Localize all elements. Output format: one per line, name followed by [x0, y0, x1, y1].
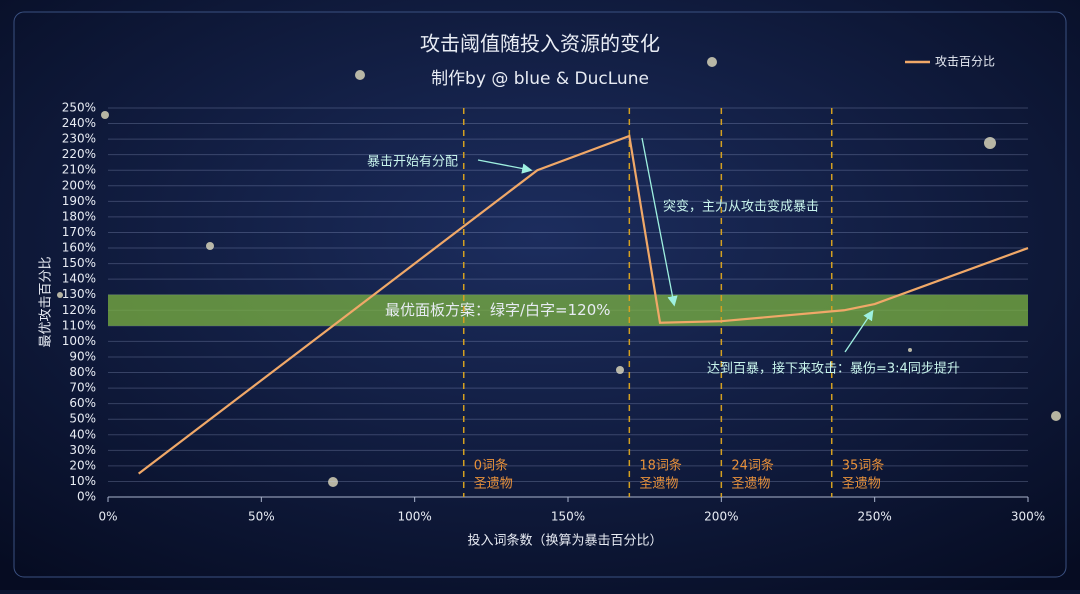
y-tick-label: 10%	[69, 474, 96, 488]
y-tick-label: 200%	[62, 178, 96, 192]
stage-label: 18词条	[639, 458, 682, 474]
stage-label: 24词条	[731, 458, 774, 474]
y-tick-label: 90%	[69, 349, 96, 363]
y-tick-label: 100%	[62, 334, 96, 348]
annotation-arrow	[477, 159, 533, 174]
y-tick-label: 60%	[69, 396, 96, 410]
stars	[57, 57, 1061, 487]
y-tick-label: 120%	[62, 303, 96, 317]
legend-label: 攻击百分比	[935, 55, 995, 69]
x-tick-label: 300%	[1011, 510, 1045, 524]
x-tick-label: 250%	[858, 510, 892, 524]
annotation: 达到百暴，接下来攻击：暴伤=3:4同步提升	[707, 361, 960, 377]
annotation: 突变，主力从攻击变成暴击	[663, 199, 819, 215]
y-tick-label: 210%	[62, 163, 96, 177]
y-tick-label: 20%	[69, 458, 96, 472]
y-axis-title: 最优攻击百分比	[39, 256, 54, 347]
y-tick-label: 160%	[62, 241, 96, 255]
y-tick-label: 30%	[69, 443, 96, 457]
panel	[13, 11, 1067, 578]
band-label: 最优面板方案：绿字/白字=120%	[385, 301, 611, 319]
y-tick-label: 110%	[62, 318, 96, 332]
stage-label: 0词条	[474, 458, 508, 474]
y-tick-label: 170%	[62, 225, 96, 239]
y-tick-label: 150%	[62, 256, 96, 270]
y-tick-label: 220%	[62, 147, 96, 161]
x-tick-label: 0%	[98, 510, 117, 524]
y-tick-label: 240%	[62, 116, 96, 130]
stage-label: 圣遗物	[474, 477, 513, 492]
y-tick-label: 130%	[62, 287, 96, 301]
x-tick-label: 200%	[704, 510, 738, 524]
stage-label: 圣遗物	[842, 477, 881, 492]
chart-subtitle: 制作by @ blue & DucLune	[431, 69, 649, 89]
stage-label: 35词条	[842, 458, 885, 474]
y-tick-label: 50%	[69, 412, 96, 426]
x-tick-label: 150%	[551, 510, 585, 524]
y-tick-label: 0%	[77, 490, 96, 504]
series-line	[138, 134, 1029, 475]
y-tick-label: 230%	[62, 132, 96, 146]
y-tick-label: 140%	[62, 272, 96, 286]
annotation-arrow	[844, 309, 874, 353]
y-tick-label: 70%	[69, 381, 96, 395]
optimal-band	[108, 294, 1028, 326]
y-tick-label: 190%	[62, 194, 96, 208]
stage-label: 圣遗物	[731, 477, 770, 492]
annotation: 暴击开始有分配	[367, 155, 458, 170]
x-tick-label: 50%	[248, 510, 275, 524]
annotation-arrow	[641, 137, 678, 307]
chart-title: 攻击阈值随投入资源的变化	[420, 32, 660, 56]
x-tick-label: 100%	[398, 510, 432, 524]
y-tick-label: 250%	[62, 101, 96, 115]
y-tick-label: 80%	[69, 365, 96, 379]
stage-label: 圣遗物	[639, 477, 678, 492]
y-tick-label: 180%	[62, 209, 96, 223]
y-tick-label: 40%	[69, 427, 96, 441]
x-axis-title: 投入词条数（换算为暴击百分比）	[467, 533, 662, 549]
